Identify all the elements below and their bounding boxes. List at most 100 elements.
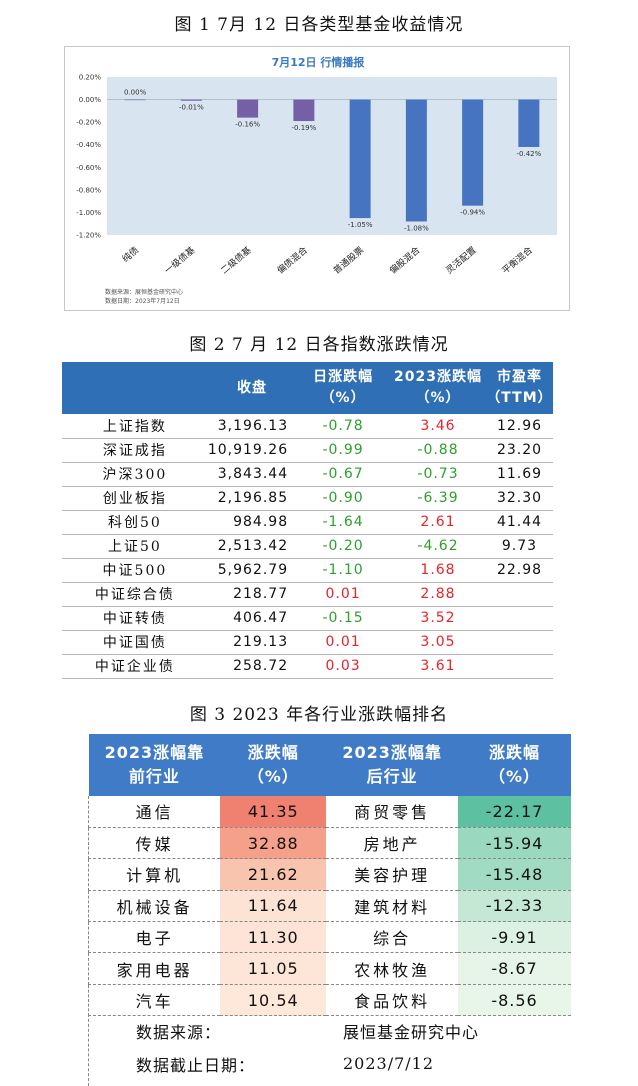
table-row: 机械设备 11.64 建筑材料 -12.33 — [88, 890, 571, 923]
y-tick-label: -0.60% — [76, 164, 101, 172]
y-tick-label: -0.40% — [76, 141, 101, 149]
bar-value-label: -0.16% — [235, 121, 260, 129]
index-name: 上证50 — [108, 539, 162, 555]
index-name: 科创50 — [108, 515, 162, 531]
index-pe: 32.30 — [496, 490, 543, 506]
index-close: 2,196.85 — [217, 490, 289, 506]
top-industry-change: 11.05 — [220, 952, 327, 985]
top-industry-name: 电子 — [88, 921, 221, 954]
table-row: 家用电器 11.05 农林牧渔 -8.67 — [88, 952, 571, 985]
bar — [405, 99, 427, 222]
index-pe — [486, 630, 553, 654]
bar — [462, 99, 484, 206]
top-industry-name: 传媒 — [88, 827, 221, 860]
index-day-change: -0.90 — [322, 490, 364, 506]
table3-header-bottom-industry: 2023涨幅靠 后行业 — [342, 743, 442, 786]
index-close: 3,843.44 — [217, 466, 289, 482]
index-close: 219.13 — [233, 634, 289, 650]
category-label: 偏股混合 — [387, 244, 422, 276]
bar-value-label: -0.94% — [460, 209, 485, 217]
category-label: 纯债 — [120, 244, 142, 265]
index-ytd-change: 2.88 — [420, 586, 456, 602]
index-name: 中证企业债 — [94, 659, 175, 675]
index-pe: 23.20 — [496, 442, 543, 458]
table-row: 通信 41.35 商贸零售 -22.17 — [88, 796, 571, 828]
bar-value-label: -1.05% — [348, 221, 373, 229]
bottom-industry-name: 综合 — [326, 921, 459, 954]
bar-value-label: -1.08% — [404, 224, 429, 232]
category-label: 一级债基 — [162, 244, 197, 276]
index-ytd-change: 3.46 — [420, 417, 456, 434]
bottom-industry-name: 建筑材料 — [326, 890, 459, 923]
chart-footnote: 数据来源：展恒基金研究中心 — [105, 288, 183, 296]
index-ytd-change: -4.62 — [417, 538, 459, 554]
index-pe: 9.73 — [501, 538, 538, 554]
index-day-change: 0.01 — [325, 634, 361, 650]
table-row: 中证转债 406.47 -0.15 3.52 — [62, 606, 553, 630]
table2-header-name — [62, 362, 208, 414]
bottom-industry-name: 食品饮料 — [326, 984, 459, 1017]
y-tick-label: -1.20% — [76, 232, 101, 240]
table2-header-ytd: 2023涨跌幅 （%） — [394, 369, 482, 406]
index-pe: 41.44 — [496, 514, 543, 530]
bar — [180, 99, 202, 101]
bar — [293, 99, 315, 122]
index-pe: 22.98 — [496, 562, 543, 578]
index-ytd-change: -0.73 — [417, 466, 459, 482]
index-close: 2,513.42 — [217, 538, 289, 554]
category-label: 普通股票 — [331, 244, 366, 276]
bar-value-label: -0.42% — [516, 150, 541, 158]
bottom-industry-change: -15.94 — [458, 827, 571, 860]
bar-value-label: -0.19% — [291, 124, 316, 132]
index-ytd-change: 1.68 — [420, 562, 456, 578]
table3-header-row: 2023涨幅靠 前行业 涨跌幅 （%） 2023涨幅靠 后行业 涨跌幅 （%） — [88, 734, 571, 796]
y-tick-label: -0.80% — [76, 186, 101, 194]
index-close: 10,919.26 — [207, 442, 289, 458]
bottom-industry-name: 美容护理 — [326, 858, 459, 891]
date-row: 数据截止日期： 2023/7/12 — [88, 1047, 571, 1080]
bottom-industry-change: -9.91 — [458, 921, 571, 954]
figure3-caption: 图 3 2023 年各行业涨跌幅排名 — [189, 705, 449, 725]
table-row: 上证50 2,513.42 -0.20 -4.62 9.73 — [62, 534, 553, 558]
top-industry-name: 通信 — [88, 796, 221, 828]
index-name: 深证成指 — [102, 443, 167, 459]
top-industry-change: 11.64 — [220, 890, 327, 923]
index-day-change: 0.01 — [325, 586, 361, 602]
index-day-change: 0.03 — [325, 658, 361, 674]
source-row: 数据来源： 展恒基金研究中心 — [88, 1014, 571, 1047]
category-label: 灵活配置 — [443, 244, 478, 276]
index-close: 258.72 — [233, 658, 289, 674]
bottom-industry-change: -8.67 — [458, 952, 571, 985]
top-industry-name: 计算机 — [88, 858, 221, 891]
table-row: 电子 11.30 综合 -9.91 — [88, 921, 571, 954]
table3-header-top-industry: 2023涨幅靠 前行业 — [104, 743, 205, 786]
index-ytd-change: -6.39 — [417, 490, 459, 506]
top-industry-name: 机械设备 — [88, 890, 221, 923]
bottom-industry-change: -15.48 — [458, 858, 571, 891]
top-industry-change: 32.88 — [220, 827, 327, 860]
table-row: 中证国债 219.13 0.01 3.05 — [62, 630, 553, 654]
table-row: 深证成指 10,919.26 -0.99 -0.88 23.20 — [62, 438, 553, 462]
index-name: 上证指数 — [102, 418, 167, 435]
bottom-industry-change: -22.17 — [458, 796, 571, 828]
index-pe — [486, 654, 553, 678]
index-day-change: -1.64 — [322, 514, 364, 530]
figure1-caption: 图 1 7月 12 日各类型基金收益情况 — [174, 15, 464, 35]
table-row: 计算机 21.62 美容护理 -15.48 — [88, 858, 571, 891]
table-row: 科创50 984.98 -1.64 2.61 41.44 — [62, 510, 553, 534]
index-day-change: -0.67 — [322, 466, 364, 482]
category-label: 平衡混合 — [500, 244, 535, 276]
bottom-industry-change: -12.33 — [458, 890, 571, 923]
table2-header-close: 收盘 — [236, 379, 267, 396]
source-label: 数据来源： — [136, 1022, 222, 1042]
bottom-industry-name: 商贸零售 — [326, 796, 459, 828]
plot-area — [107, 77, 557, 235]
y-tick-label: -0.20% — [76, 119, 101, 127]
index-day-change: -1.10 — [322, 562, 364, 578]
table-row: 中证企业债 258.72 0.03 3.61 — [62, 654, 553, 678]
top-industry-change: 21.62 — [220, 858, 327, 891]
top-industry-change: 10.54 — [220, 984, 327, 1017]
index-ytd-change: 3.05 — [420, 634, 456, 650]
bottom-industry-name: 农林牧渔 — [326, 952, 459, 985]
source-value: 展恒基金研究中心 — [343, 1022, 480, 1042]
